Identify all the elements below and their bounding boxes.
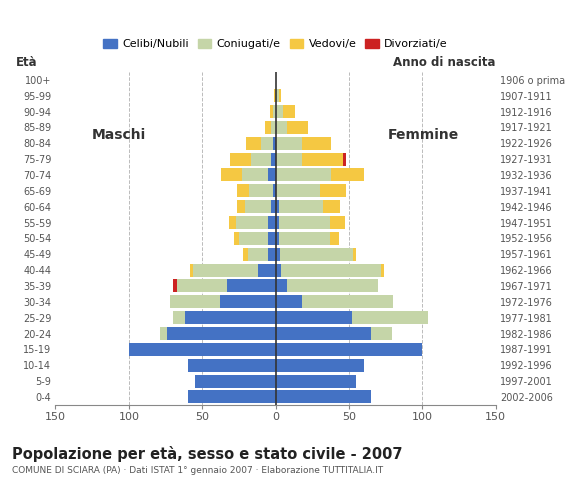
Bar [177, 279, 227, 292]
Bar [276, 248, 280, 261]
Bar [381, 264, 384, 276]
Bar [276, 200, 278, 213]
Bar [190, 264, 193, 276]
Bar [227, 279, 276, 292]
Bar [330, 232, 339, 245]
Bar [234, 232, 239, 245]
Bar [276, 311, 352, 324]
Bar [273, 184, 275, 197]
Bar [276, 374, 356, 387]
Bar [276, 343, 422, 356]
Bar [220, 295, 276, 308]
Bar [276, 105, 283, 118]
Bar [331, 168, 364, 181]
Bar [230, 153, 251, 166]
Bar [276, 295, 302, 308]
Bar [195, 374, 276, 387]
Legend: Celibi/Nubili, Coniugati/e, Vedovi/e, Divorziati/e: Celibi/Nubili, Coniugati/e, Vedovi/e, Di… [99, 34, 452, 53]
Bar [170, 295, 220, 308]
Bar [371, 327, 392, 340]
Bar [129, 343, 276, 356]
Bar [287, 121, 308, 134]
Bar [237, 200, 245, 213]
Text: COMUNE DI SCIARA (PA) · Dati ISTAT 1° gennaio 2007 · Elaborazione TUTTITALIA.IT: COMUNE DI SCIARA (PA) · Dati ISTAT 1° ge… [12, 466, 383, 475]
Bar [278, 200, 322, 213]
Bar [258, 264, 276, 276]
Bar [248, 248, 268, 261]
Bar [276, 184, 320, 197]
Bar [276, 153, 302, 166]
Bar [287, 279, 378, 292]
Bar [270, 105, 273, 118]
Bar [222, 168, 242, 181]
Bar [353, 248, 356, 261]
Bar [243, 248, 248, 261]
Text: Anno di nascita: Anno di nascita [393, 56, 496, 69]
Bar [265, 121, 271, 134]
Bar [281, 264, 381, 276]
Bar [271, 121, 275, 134]
Bar [280, 248, 353, 261]
Bar [276, 279, 287, 292]
Bar [273, 105, 275, 118]
Text: Popolazione per età, sesso e stato civile - 2007: Popolazione per età, sesso e stato civil… [12, 446, 402, 462]
Bar [271, 200, 275, 213]
Bar [276, 121, 287, 134]
Bar [193, 264, 258, 276]
Bar [167, 327, 276, 340]
Bar [343, 153, 346, 166]
Bar [160, 327, 167, 340]
Bar [245, 200, 271, 213]
Bar [276, 232, 278, 245]
Bar [276, 168, 331, 181]
Bar [246, 137, 261, 150]
Bar [251, 153, 271, 166]
Text: Maschi: Maschi [92, 128, 146, 142]
Bar [276, 89, 278, 102]
Bar [302, 137, 331, 150]
Bar [276, 137, 302, 150]
Text: Femmine: Femmine [388, 128, 459, 142]
Bar [236, 216, 268, 229]
Bar [268, 168, 276, 181]
Bar [273, 137, 275, 150]
Bar [242, 168, 268, 181]
Bar [276, 216, 278, 229]
Bar [302, 153, 343, 166]
Bar [278, 232, 330, 245]
Bar [283, 105, 295, 118]
Bar [352, 311, 428, 324]
Bar [187, 390, 276, 403]
Bar [268, 248, 276, 261]
Bar [184, 311, 276, 324]
Bar [261, 137, 273, 150]
Bar [278, 216, 330, 229]
Bar [320, 184, 346, 197]
Bar [276, 359, 364, 372]
Bar [330, 216, 345, 229]
Bar [239, 232, 268, 245]
Bar [276, 264, 281, 276]
Text: Età: Età [16, 56, 38, 69]
Bar [278, 89, 281, 102]
Bar [173, 311, 184, 324]
Bar [173, 279, 177, 292]
Bar [274, 89, 276, 102]
Bar [276, 327, 371, 340]
Bar [322, 200, 340, 213]
Bar [302, 295, 393, 308]
Bar [249, 184, 273, 197]
Bar [276, 390, 371, 403]
Bar [229, 216, 236, 229]
Bar [237, 184, 249, 197]
Bar [271, 153, 275, 166]
Bar [187, 359, 276, 372]
Bar [268, 216, 276, 229]
Bar [268, 232, 276, 245]
